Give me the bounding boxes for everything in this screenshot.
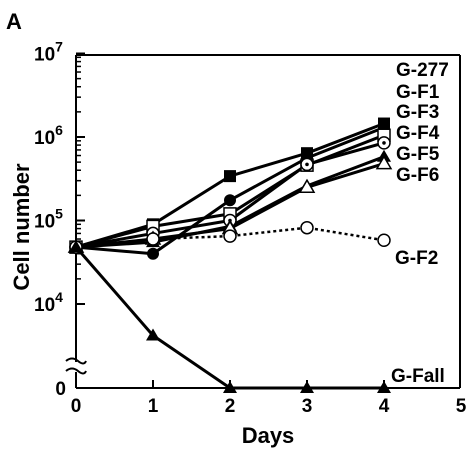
- series-label: G-F6: [396, 165, 439, 186]
- series-marker-dot: [382, 141, 386, 145]
- y-tick-label: 107: [34, 39, 63, 66]
- y-axis-break: [65, 357, 87, 375]
- series-marker: [146, 328, 160, 341]
- series-marker: [298, 178, 316, 194]
- x-tick-label: 2: [225, 396, 236, 417]
- x-tick-label: 5: [456, 396, 467, 417]
- series-marker: [69, 240, 83, 253]
- series-marker: [377, 381, 391, 393]
- series-label: G-F5: [396, 144, 440, 165]
- series-marker: [223, 229, 237, 243]
- series-label: G-277: [396, 60, 449, 81]
- axis-break-mark: [65, 367, 87, 375]
- panel-label: A: [6, 9, 22, 34]
- series-marker: [224, 194, 236, 207]
- series-label: G-F2: [395, 248, 438, 269]
- axis-break-mark: [65, 357, 87, 365]
- series-marker-dot: [305, 162, 309, 167]
- series-markers: [67, 117, 393, 393]
- y-axis-ticks: 104 105 106 107 0: [34, 39, 85, 400]
- series-label: G-F4: [396, 123, 440, 144]
- series-marker: [146, 232, 160, 246]
- y-tick-label: 105: [34, 206, 63, 233]
- y-tick-label: 104: [34, 289, 63, 316]
- x-tick-label: 3: [302, 396, 313, 417]
- series-lines: [74, 122, 385, 390]
- series-marker: [300, 220, 314, 235]
- x-axis-title: Days: [242, 423, 295, 448]
- series-marker: [375, 155, 393, 170]
- series-marker: [224, 170, 236, 183]
- series-marker: [377, 233, 391, 248]
- x-tick-label: 1: [148, 396, 159, 417]
- x-tick-label: 0: [71, 396, 82, 417]
- series-label: G-F3: [396, 102, 439, 123]
- series-label: G-Fall: [391, 366, 445, 387]
- series-label: G-F1: [396, 82, 440, 103]
- series-line: [74, 246, 384, 390]
- series-marker: [147, 247, 159, 260]
- y-tick-label: 106: [34, 122, 63, 149]
- y-zero-label: 0: [55, 379, 66, 400]
- x-tick-label: 4: [379, 396, 390, 417]
- series-marker: [223, 381, 237, 393]
- y-axis-title: Cell number: [9, 163, 34, 291]
- series-marker: [300, 381, 314, 393]
